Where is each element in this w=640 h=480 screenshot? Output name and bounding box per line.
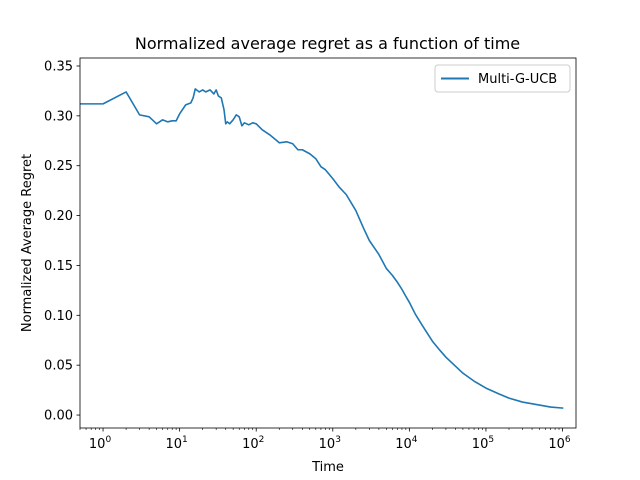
- x-tick-label-base: 10: [472, 437, 489, 452]
- x-tick-label: 104: [395, 435, 418, 452]
- x-axis-label: Time: [311, 460, 344, 475]
- legend-entry-multi-g-ucb: Multi-G-UCB: [478, 72, 557, 87]
- y-tick-label: 0.15: [44, 259, 73, 274]
- x-tick-label: 101: [165, 435, 187, 452]
- y-tick-label: 0.35: [44, 59, 73, 74]
- x-tick-label-exponent: 0: [105, 435, 111, 445]
- x-tick-label-base: 10: [548, 437, 565, 452]
- y-axis: 0.00 0.05 0.10 0.15 0.20 0.25 0.30 0.35: [44, 59, 80, 424]
- y-tick-label: 0.00: [44, 409, 73, 424]
- x-tick-label-exponent: 3: [335, 435, 341, 445]
- y-axis-label: Normalized Average Regret: [20, 154, 35, 332]
- y-tick-label: 0.25: [44, 159, 73, 174]
- x-tick-label-base: 10: [242, 437, 259, 452]
- x-tick-label: 106: [548, 435, 571, 452]
- x-tick-label: 105: [472, 435, 494, 452]
- chart-title: Normalized average regret as a function …: [135, 34, 520, 53]
- x-tick-label: 102: [242, 435, 264, 452]
- x-tick-label: 103: [319, 435, 341, 452]
- y-tick-label: 0.10: [44, 309, 73, 324]
- plot-frame: [79, 57, 577, 429]
- y-tick-label: 0.30: [44, 109, 73, 124]
- x-tick-label-base: 10: [165, 437, 182, 452]
- series-layer: [80, 88, 564, 409]
- y-tick-label: 0.05: [44, 359, 73, 374]
- x-axis: 100 101 102 103 104 105 106: [79, 428, 571, 452]
- series-line-multi-g-ucb: [80, 88, 564, 409]
- x-tick-label-exponent: 2: [259, 435, 265, 445]
- legend-frame: [434, 64, 571, 93]
- x-tick-label-base: 10: [319, 437, 336, 452]
- x-tick-label-exponent: 4: [412, 435, 418, 445]
- x-tick-label-base: 10: [89, 437, 106, 452]
- x-tick-label-exponent: 6: [565, 435, 571, 445]
- y-tick-label: 0.20: [44, 209, 73, 224]
- x-tick-label: 100: [89, 435, 112, 452]
- plot-area: [79, 57, 577, 429]
- x-tick-label-exponent: 5: [488, 435, 494, 445]
- x-tick-label-base: 10: [395, 437, 412, 452]
- legend: Multi-G-UCB: [434, 64, 571, 93]
- x-tick-label-exponent: 1: [182, 435, 188, 445]
